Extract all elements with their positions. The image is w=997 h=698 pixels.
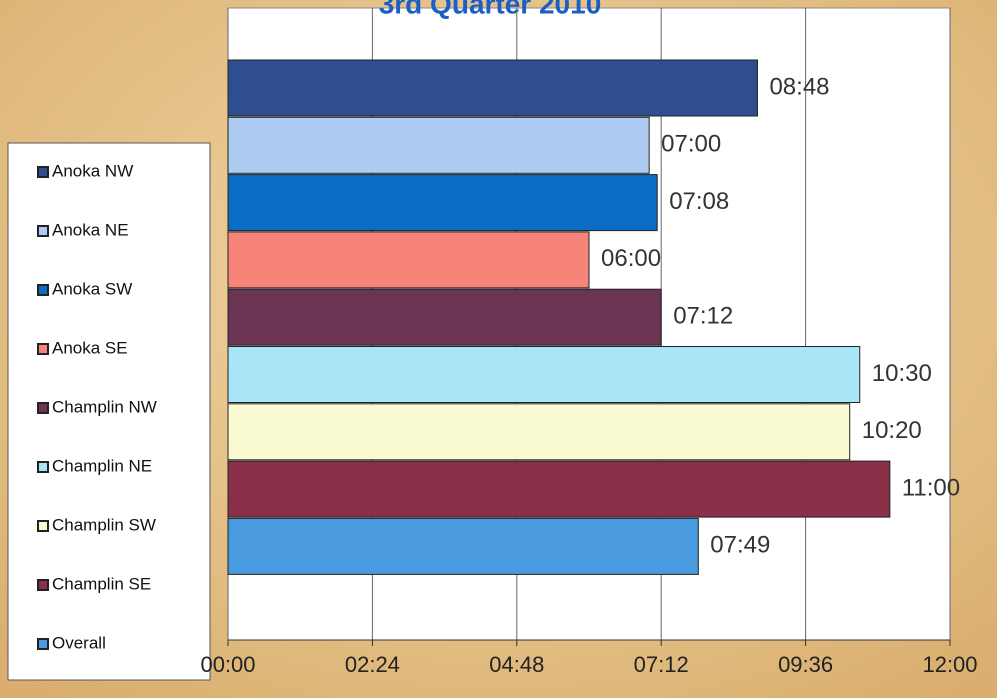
bar bbox=[227, 231, 590, 289]
bar bbox=[227, 517, 699, 575]
bar bbox=[227, 174, 658, 232]
legend-swatch bbox=[37, 520, 49, 532]
x-tick-label: 00:00 bbox=[200, 652, 255, 677]
legend-label: Anoka SW bbox=[52, 279, 132, 298]
legend-label: Champlin NE bbox=[52, 456, 152, 475]
bar bbox=[227, 403, 851, 461]
value-label: 07:12 bbox=[673, 303, 733, 330]
legend-swatch bbox=[37, 638, 49, 650]
x-tick-label: 07:12 bbox=[634, 652, 689, 677]
value-label: 08:48 bbox=[769, 73, 829, 100]
legend-label: Champlin SE bbox=[52, 574, 151, 593]
value-label: 10:30 bbox=[872, 360, 932, 387]
value-label: 07:00 bbox=[661, 131, 721, 158]
legend-swatch bbox=[37, 225, 49, 237]
bar bbox=[227, 59, 758, 117]
legend-swatch bbox=[37, 284, 49, 296]
x-tick-label: 09:36 bbox=[778, 652, 833, 677]
x-tick-label: 02:24 bbox=[345, 652, 400, 677]
bar bbox=[227, 116, 650, 174]
value-label: 07:49 bbox=[710, 532, 770, 559]
legend-swatch bbox=[37, 579, 49, 591]
legend-label: Champlin SW bbox=[52, 515, 156, 534]
legend-label: Overall bbox=[52, 633, 106, 652]
chart-title: 3rd Quarter 2010 bbox=[379, 0, 602, 19]
x-tick-label: 04:48 bbox=[489, 652, 544, 677]
legend-swatch bbox=[37, 343, 49, 355]
bar bbox=[227, 460, 891, 518]
value-label: 10:20 bbox=[862, 417, 922, 444]
legend-label: Anoka SE bbox=[52, 338, 128, 357]
value-label: 07:08 bbox=[669, 188, 729, 215]
legend-swatch bbox=[37, 402, 49, 414]
bar bbox=[227, 346, 861, 403]
legend-label: Anoka NW bbox=[52, 161, 133, 180]
x-tick-label: 12:00 bbox=[922, 652, 977, 677]
legend-swatch bbox=[37, 166, 49, 178]
value-label: 11:00 bbox=[902, 474, 960, 501]
legend-label: Anoka NE bbox=[52, 220, 129, 239]
legend-swatch bbox=[37, 461, 49, 473]
value-label: 06:00 bbox=[601, 245, 661, 272]
bar bbox=[227, 288, 662, 346]
legend-label: Champlin NW bbox=[52, 397, 157, 416]
